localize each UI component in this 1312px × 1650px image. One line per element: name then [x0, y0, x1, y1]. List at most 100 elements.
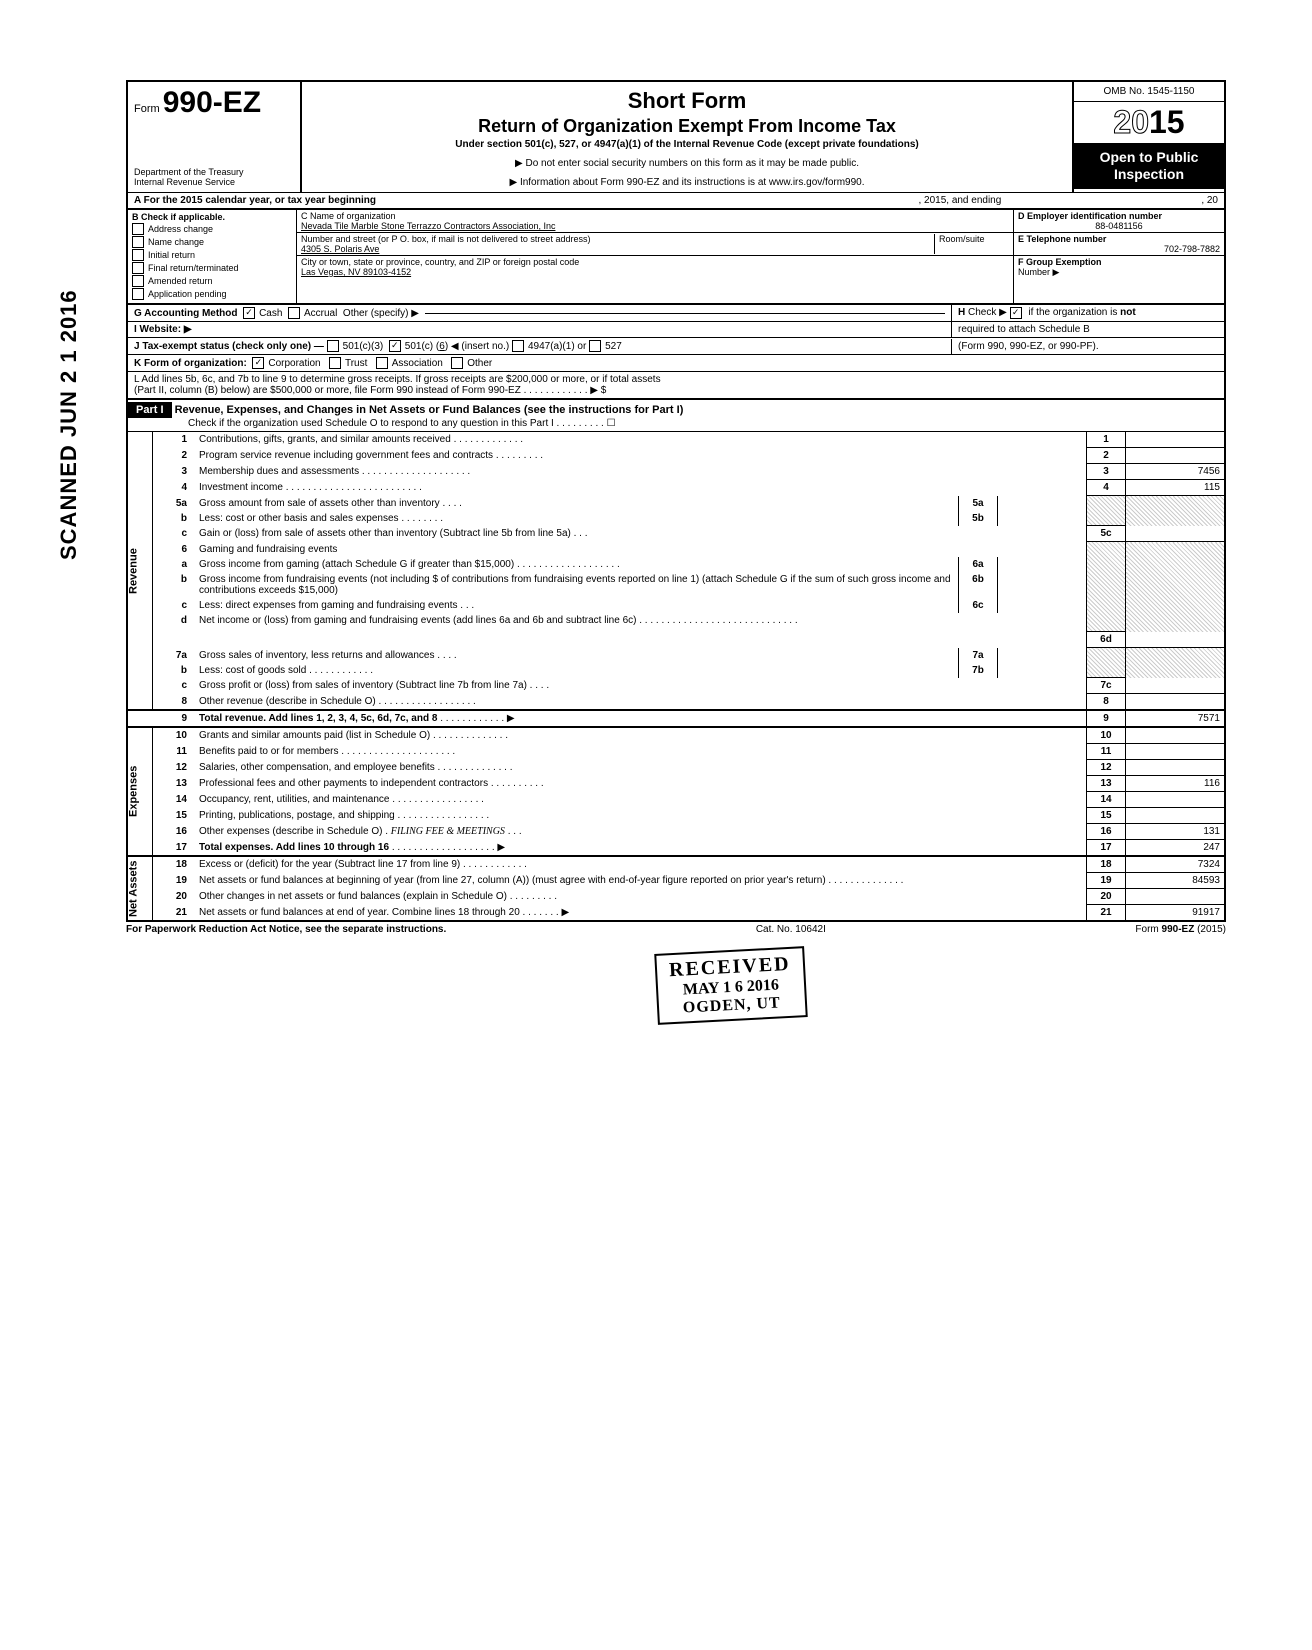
dept-label: Department of the Treasury Internal Reve…: [134, 168, 294, 188]
group-num: Number ▶: [1018, 267, 1220, 278]
chk-address-change[interactable]: Address change: [132, 223, 292, 235]
tel-label: E Telephone number: [1018, 234, 1106, 244]
form-number-value: 990-EZ: [163, 86, 261, 119]
line16-handwritten: FILING FEE & MEETINGS: [391, 826, 505, 837]
header-center: Short Form Return of Organization Exempt…: [302, 82, 1072, 192]
city-row: City or town, state or province, country…: [297, 256, 1013, 278]
h-box-2: required to attach Schedule B: [951, 322, 1224, 337]
val-9: 7571: [1126, 710, 1226, 727]
chk-application-pending[interactable]: Application pending: [132, 288, 292, 300]
form-header: Form 990-EZ Department of the Treasury I…: [126, 80, 1226, 192]
chk-accrual[interactable]: [288, 307, 300, 319]
row-k-form-org: K Form of organization: ✓Corporation Tru…: [128, 355, 1224, 372]
addr-label: Number and street (or P O. box, if mail …: [301, 234, 934, 244]
note-info: ▶ Information about Form 990-EZ and its …: [312, 177, 1062, 188]
ein-value: 88-0481156: [1018, 221, 1220, 231]
ein-row: D Employer identification number 88-0481…: [1014, 210, 1224, 233]
col-d-ids: D Employer identification number 88-0481…: [1013, 210, 1224, 303]
chk-h[interactable]: ✓: [1010, 307, 1022, 319]
chk-corp[interactable]: ✓: [252, 357, 264, 369]
footer: For Paperwork Reduction Act Notice, see …: [126, 922, 1226, 937]
scanned-stamp: SCANNED JUN 2 1 2016: [56, 289, 82, 560]
i-label: I Website: ▶: [134, 324, 192, 335]
chk-cash[interactable]: ✓: [243, 307, 255, 319]
tel-value: 702-798-7882: [1018, 244, 1220, 254]
val-18: 7324: [1126, 856, 1226, 873]
omb-number: OMB No. 1545-1150: [1074, 82, 1224, 102]
room-label: Room/suite: [934, 234, 1009, 254]
tax-year: 2015: [1074, 102, 1224, 143]
header-left: Form 990-EZ Department of the Treasury I…: [128, 82, 302, 192]
addr-value: 4305 S. Polaris Ave: [301, 244, 934, 254]
footer-right: Form 990-EZ (2015): [1135, 924, 1226, 935]
h-box-3: (Form 990, 990-EZ, or 990-PF).: [951, 339, 1224, 354]
footer-left: For Paperwork Reduction Act Notice, see …: [126, 924, 446, 935]
row-l: L Add lines 5b, 6c, and 7b to line 9 to …: [128, 372, 1224, 398]
g-other: Other (specify) ▶: [343, 308, 419, 319]
val-19: 84593: [1126, 873, 1226, 889]
title-return: Return of Organization Exempt From Incom…: [312, 116, 1062, 137]
val-17: 247: [1126, 840, 1226, 857]
val-4: 115: [1126, 480, 1226, 496]
j-label: J Tax-exempt status (check only one) —: [134, 341, 324, 352]
row-i-website: I Website: ▶ required to attach Schedule…: [128, 322, 1224, 338]
chk-name-change[interactable]: Name change: [132, 236, 292, 248]
subtitle: Under section 501(c), 527, or 4947(a)(1)…: [312, 139, 1062, 150]
col-b-heading: B Check if applicable.: [132, 212, 225, 222]
chk-501c[interactable]: ✓: [389, 340, 401, 352]
chk-4947[interactable]: [512, 340, 524, 352]
open-public-badge: Open to Public Inspection: [1074, 143, 1224, 189]
k-label: K Form of organization:: [134, 358, 247, 369]
val-21: 91917: [1126, 905, 1226, 922]
row-g-accounting: G Accounting Method ✓Cash Accrual Other …: [128, 305, 1224, 322]
chk-527[interactable]: [589, 340, 601, 352]
header-right: OMB No. 1545-1150 2015 Open to Public In…: [1072, 82, 1224, 192]
row-a-right: , 20: [1201, 195, 1218, 206]
chk-assoc[interactable]: [376, 357, 388, 369]
tel-row: E Telephone number 702-798-7882: [1014, 233, 1224, 256]
org-name-value: Nevada Tile Marble Stone Terrazzo Contra…: [301, 221, 1009, 231]
side-net-assets: Net Assets: [127, 856, 153, 921]
title-short-form: Short Form: [312, 88, 1062, 114]
col-c-org-info: C Name of organization Nevada Tile Marbl…: [297, 210, 1013, 303]
form-number: Form 990-EZ: [134, 86, 294, 120]
org-name-label: C Name of organization: [301, 211, 1009, 221]
l-text1: L Add lines 5b, 6c, and 7b to line 9 to …: [134, 374, 1218, 385]
part1-title: Revenue, Expenses, and Changes in Net As…: [175, 404, 684, 416]
chk-final-return[interactable]: Final return/terminated: [132, 262, 292, 274]
chk-trust[interactable]: [329, 357, 341, 369]
side-revenue: Revenue: [127, 432, 153, 710]
section-bcd: B Check if applicable. Address change Na…: [126, 208, 1226, 303]
received-r3: OGDEN, UT: [671, 994, 793, 1018]
val-3: 7456: [1126, 464, 1226, 480]
row-j-tax-exempt: J Tax-exempt status (check only one) — 5…: [128, 338, 1224, 355]
part1-table: Revenue 1Contributions, gifts, grants, a…: [126, 432, 1226, 922]
form-990ez: SCANNED JUN 2 1 2016 Form 990-EZ Departm…: [126, 80, 1226, 937]
chk-amended-return[interactable]: Amended return: [132, 275, 292, 287]
part1-check: Check if the organization used Schedule …: [128, 418, 1224, 429]
meta-rows: G Accounting Method ✓Cash Accrual Other …: [126, 303, 1226, 398]
chk-501c3[interactable]: [327, 340, 339, 352]
form-prefix: Form: [134, 103, 160, 115]
org-name-row: C Name of organization Nevada Tile Marbl…: [297, 210, 1013, 233]
group-label: F Group Exemption: [1018, 257, 1102, 267]
row-a-label: A For the 2015 calendar year, or tax yea…: [134, 195, 376, 206]
chk-initial-return[interactable]: Initial return: [132, 249, 292, 261]
l-text2: (Part II, column (B) below) are $500,000…: [134, 385, 1218, 396]
chk-other[interactable]: [451, 357, 463, 369]
val-16: 131: [1126, 824, 1226, 840]
addr-row: Number and street (or P O. box, if mail …: [297, 233, 1013, 256]
row-a-mid: , 2015, and ending: [918, 195, 1001, 206]
city-label: City or town, state or province, country…: [301, 257, 1009, 267]
part1-header: Part I Revenue, Expenses, and Changes in…: [126, 398, 1226, 432]
part1-label: Part I: [128, 402, 172, 418]
side-expenses: Expenses: [127, 727, 153, 856]
city-value: Las Vegas, NV 89103-4152: [301, 267, 1009, 277]
note-ssn: ▶ Do not enter social security numbers o…: [312, 158, 1062, 169]
group-row: F Group Exemption Number ▶: [1014, 256, 1224, 279]
ein-label: D Employer identification number: [1018, 211, 1162, 221]
received-r2: MAY 1 6 2016: [670, 976, 792, 1000]
g-label: G Accounting Method: [134, 308, 238, 319]
h-box: H Check ▶ ✓ if the organization is not: [951, 305, 1224, 321]
received-stamp: RECEIVED MAY 1 6 2016 OGDEN, UT: [654, 946, 807, 1025]
